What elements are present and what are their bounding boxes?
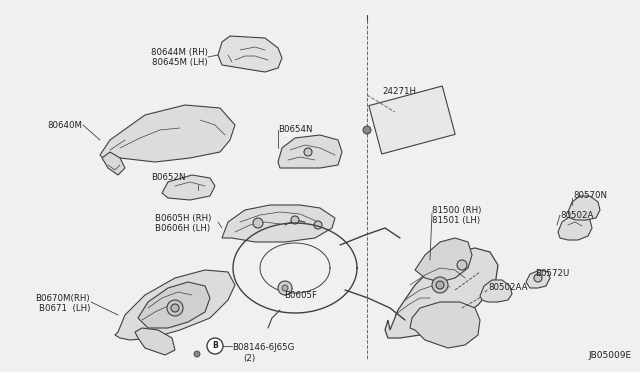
Circle shape: [253, 218, 263, 228]
Text: 81500 (RH): 81500 (RH): [432, 205, 481, 215]
Text: (2): (2): [243, 353, 255, 362]
Text: JB05009E: JB05009E: [589, 351, 632, 360]
Text: B0671  (LH): B0671 (LH): [38, 304, 90, 312]
Circle shape: [171, 304, 179, 312]
Text: 80502A: 80502A: [560, 211, 593, 219]
Text: 80645M (LH): 80645M (LH): [152, 58, 208, 67]
Circle shape: [278, 281, 292, 295]
Polygon shape: [480, 280, 512, 302]
Text: B0605F: B0605F: [284, 291, 317, 299]
Text: 80570N: 80570N: [573, 192, 607, 201]
Polygon shape: [218, 36, 282, 72]
Polygon shape: [102, 152, 125, 175]
Text: B0654N: B0654N: [278, 125, 312, 135]
Polygon shape: [162, 175, 215, 200]
Text: B0652N: B0652N: [151, 173, 186, 183]
Text: B0606H (LH): B0606H (LH): [155, 224, 210, 232]
Text: 80644M (RH): 80644M (RH): [151, 48, 208, 57]
Text: B0572U: B0572U: [535, 269, 570, 278]
Polygon shape: [558, 215, 592, 240]
Polygon shape: [385, 248, 498, 338]
Circle shape: [457, 260, 467, 270]
Circle shape: [207, 338, 223, 354]
Circle shape: [304, 148, 312, 156]
Polygon shape: [100, 105, 235, 162]
Text: 80640M: 80640M: [47, 121, 82, 129]
Circle shape: [432, 277, 448, 293]
Polygon shape: [138, 282, 210, 328]
Text: B08146-6J65G: B08146-6J65G: [232, 343, 294, 353]
Text: B0605H (RH): B0605H (RH): [155, 214, 211, 222]
Circle shape: [291, 216, 299, 224]
Circle shape: [282, 285, 288, 291]
Text: 80502AA: 80502AA: [488, 283, 527, 292]
Circle shape: [436, 281, 444, 289]
Text: B: B: [212, 341, 218, 350]
Circle shape: [534, 274, 542, 282]
Polygon shape: [568, 196, 600, 220]
Polygon shape: [415, 238, 472, 282]
Circle shape: [167, 300, 183, 316]
Polygon shape: [278, 135, 342, 168]
Polygon shape: [369, 86, 455, 154]
Circle shape: [194, 351, 200, 357]
Polygon shape: [410, 302, 480, 348]
Polygon shape: [135, 328, 175, 355]
Circle shape: [314, 221, 322, 229]
Polygon shape: [115, 270, 235, 340]
Polygon shape: [526, 270, 550, 288]
Text: 81501 (LH): 81501 (LH): [432, 215, 480, 224]
Polygon shape: [222, 205, 335, 242]
Circle shape: [363, 126, 371, 134]
Text: B0670M(RH): B0670M(RH): [35, 294, 90, 302]
Text: 24271H: 24271H: [382, 87, 416, 96]
